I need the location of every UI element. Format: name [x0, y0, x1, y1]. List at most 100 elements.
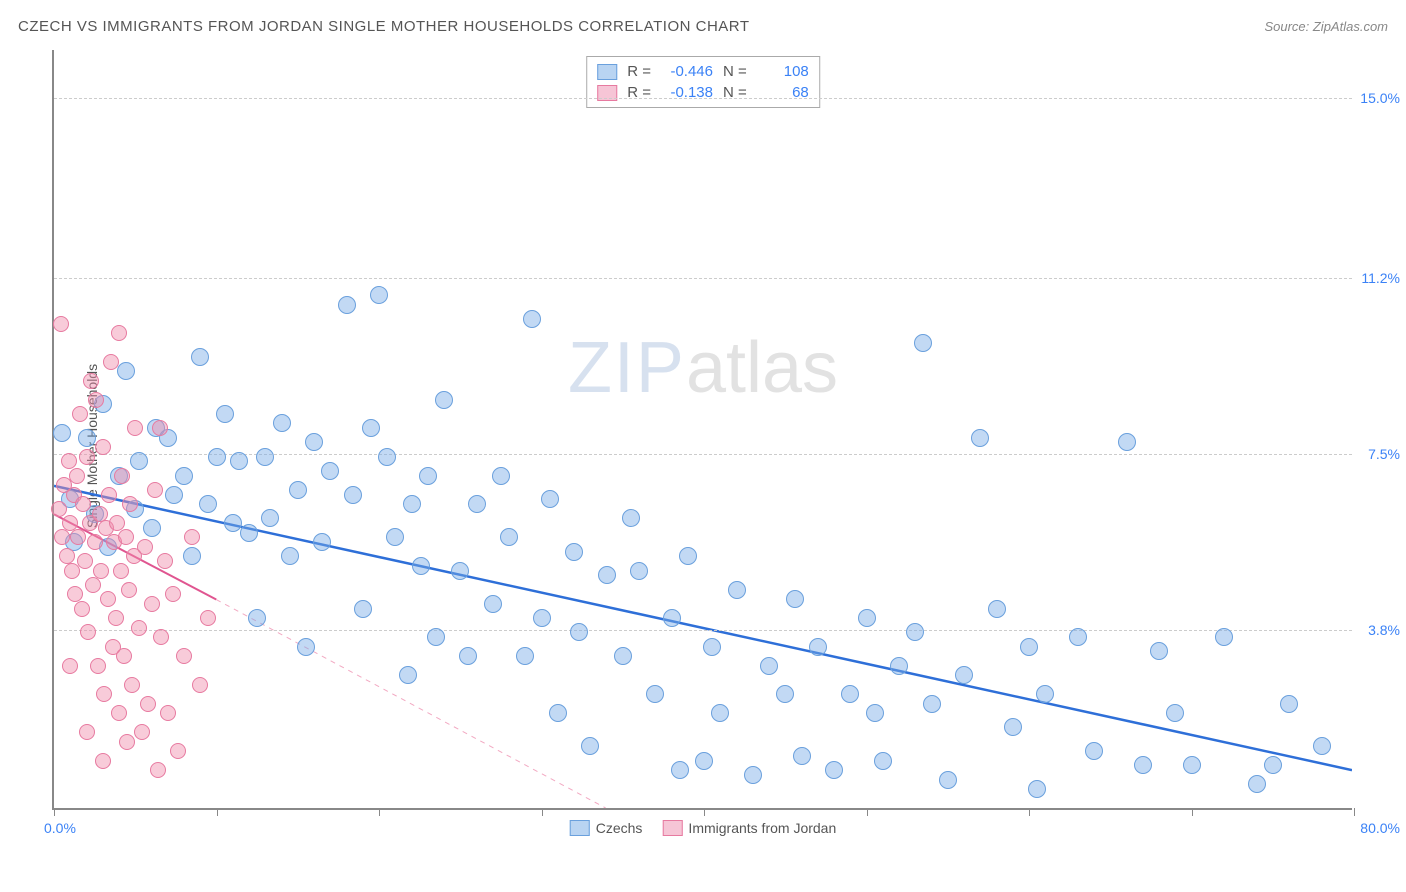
scatter-point	[88, 392, 104, 408]
scatter-point	[54, 529, 70, 545]
scatter-point	[354, 600, 372, 618]
scatter-point	[1280, 695, 1298, 713]
scatter-point	[261, 509, 279, 527]
scatter-point	[598, 566, 616, 584]
chart-title: CZECH VS IMMIGRANTS FROM JORDAN SINGLE M…	[18, 18, 750, 35]
gridline	[54, 278, 1352, 279]
scatter-point	[118, 529, 134, 545]
x-tick	[379, 808, 380, 816]
scatter-point	[150, 762, 166, 778]
scatter-point	[297, 638, 315, 656]
scatter-point	[117, 362, 135, 380]
x-tick	[217, 808, 218, 816]
source-attribution: Source: ZipAtlas.com	[1264, 19, 1388, 34]
scatter-point	[51, 501, 67, 517]
scatter-point	[939, 771, 957, 789]
scatter-point	[523, 310, 541, 328]
watermark-zip: ZIP	[568, 328, 686, 408]
scatter-point	[281, 547, 299, 565]
scatter-point	[124, 677, 140, 693]
legend-item-czechs: Czechs	[570, 820, 643, 836]
scatter-point	[1264, 756, 1282, 774]
scatter-point	[565, 543, 583, 561]
scatter-point	[412, 557, 430, 575]
scatter-point	[72, 406, 88, 422]
scatter-point	[988, 600, 1006, 618]
scatter-point	[695, 752, 713, 770]
scatter-point	[1069, 628, 1087, 646]
scatter-point	[1248, 775, 1266, 793]
scatter-point	[1166, 704, 1184, 722]
bottom-legend: Czechs Immigrants from Jordan	[570, 820, 837, 836]
scatter-point	[435, 391, 453, 409]
scatter-point	[679, 547, 697, 565]
scatter-point	[630, 562, 648, 580]
scatter-point	[256, 448, 274, 466]
swatch-czechs	[597, 64, 617, 80]
scatter-point	[74, 601, 90, 617]
scatter-point	[646, 685, 664, 703]
scatter-point	[338, 296, 356, 314]
scatter-point	[137, 539, 153, 555]
scatter-point	[85, 577, 101, 593]
scatter-point	[760, 657, 778, 675]
scatter-point	[1313, 737, 1331, 755]
scatter-point	[533, 609, 551, 627]
scatter-point	[127, 420, 143, 436]
scatter-point	[53, 424, 71, 442]
scatter-point	[1004, 718, 1022, 736]
scatter-point	[113, 563, 129, 579]
trend-lines-svg	[54, 50, 1352, 808]
scatter-point	[78, 429, 96, 447]
scatter-point	[370, 286, 388, 304]
scatter-point	[1085, 742, 1103, 760]
scatter-point	[516, 647, 534, 665]
scatter-point	[87, 534, 103, 550]
scatter-point	[100, 591, 116, 607]
scatter-point	[581, 737, 599, 755]
gridline	[54, 454, 1352, 455]
scatter-point	[468, 495, 486, 513]
stats-row-jordan: R = -0.138 N = 68	[597, 82, 809, 103]
r-value-czechs: -0.446	[661, 63, 713, 80]
scatter-point	[459, 647, 477, 665]
scatter-point	[119, 734, 135, 750]
stats-row-czechs: R = -0.446 N = 108	[597, 61, 809, 82]
scatter-point	[108, 610, 124, 626]
scatter-point	[344, 486, 362, 504]
scatter-point	[786, 590, 804, 608]
scatter-point	[152, 420, 168, 436]
scatter-point	[923, 695, 941, 713]
scatter-point	[111, 325, 127, 341]
scatter-point	[121, 582, 137, 598]
scatter-point	[728, 581, 746, 599]
scatter-point	[111, 705, 127, 721]
scatter-point	[69, 468, 85, 484]
x-tick	[1029, 808, 1030, 816]
gridline	[54, 630, 1352, 631]
scatter-point	[62, 658, 78, 674]
scatter-point	[711, 704, 729, 722]
watermark: ZIPatlas	[568, 327, 838, 409]
scatter-point	[240, 524, 258, 542]
y-tick-label: 7.5%	[1368, 446, 1400, 462]
watermark-atlas: atlas	[686, 328, 838, 408]
scatter-point	[96, 686, 112, 702]
scatter-point	[841, 685, 859, 703]
scatter-point	[170, 743, 186, 759]
x-axis-max-label: 80.0%	[1360, 820, 1400, 836]
x-tick	[1354, 808, 1355, 816]
scatter-point	[776, 685, 794, 703]
scatter-point	[1020, 638, 1038, 656]
scatter-point	[906, 623, 924, 641]
scatter-point	[165, 586, 181, 602]
scatter-point	[1150, 642, 1168, 660]
scatter-point	[134, 724, 150, 740]
scatter-point	[1183, 756, 1201, 774]
x-axis-min-label: 0.0%	[44, 820, 76, 836]
x-tick	[542, 808, 543, 816]
scatter-point	[80, 624, 96, 640]
scatter-point	[131, 620, 147, 636]
scatter-point	[793, 747, 811, 765]
scatter-point	[874, 752, 892, 770]
